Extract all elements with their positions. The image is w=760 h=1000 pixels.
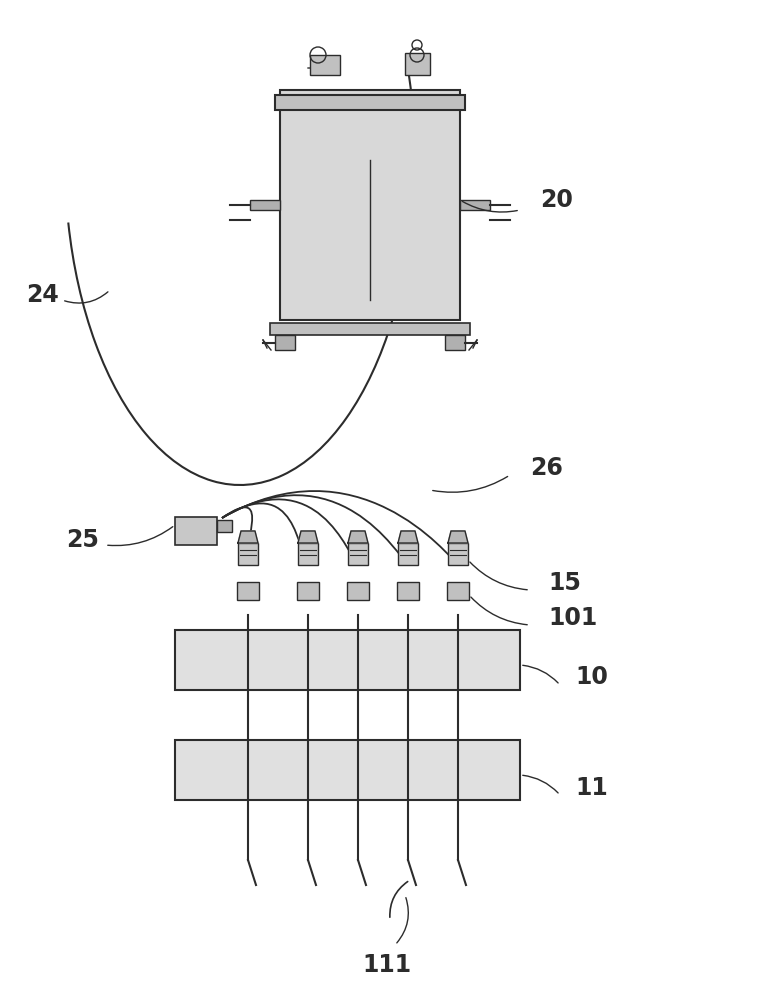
Polygon shape: [238, 531, 258, 543]
Text: 11: 11: [575, 776, 608, 800]
Bar: [270, 323, 470, 335]
Bar: [297, 582, 319, 600]
Bar: [348, 543, 368, 565]
Text: 25: 25: [67, 528, 100, 552]
Bar: [175, 630, 520, 690]
Bar: [275, 335, 295, 350]
Bar: [238, 543, 258, 565]
Bar: [405, 53, 430, 75]
Polygon shape: [348, 531, 368, 543]
Text: 15: 15: [548, 571, 581, 595]
Bar: [217, 520, 232, 532]
Text: 10: 10: [575, 665, 608, 689]
Text: 101: 101: [548, 606, 597, 630]
Bar: [460, 200, 490, 210]
Polygon shape: [398, 531, 418, 543]
Bar: [397, 582, 419, 600]
Bar: [447, 582, 469, 600]
Bar: [347, 582, 369, 600]
Bar: [445, 335, 465, 350]
Bar: [398, 543, 418, 565]
Bar: [237, 582, 259, 600]
Bar: [275, 95, 465, 110]
Bar: [250, 200, 280, 210]
Bar: [280, 90, 460, 320]
Text: 111: 111: [363, 953, 412, 977]
Text: 26: 26: [530, 456, 563, 480]
Polygon shape: [448, 531, 468, 543]
Bar: [310, 55, 340, 75]
Text: 24: 24: [26, 283, 59, 307]
Bar: [298, 543, 318, 565]
Text: 20: 20: [540, 188, 573, 212]
Bar: [448, 543, 468, 565]
Bar: [175, 517, 217, 545]
Bar: [175, 740, 520, 800]
Polygon shape: [298, 531, 318, 543]
